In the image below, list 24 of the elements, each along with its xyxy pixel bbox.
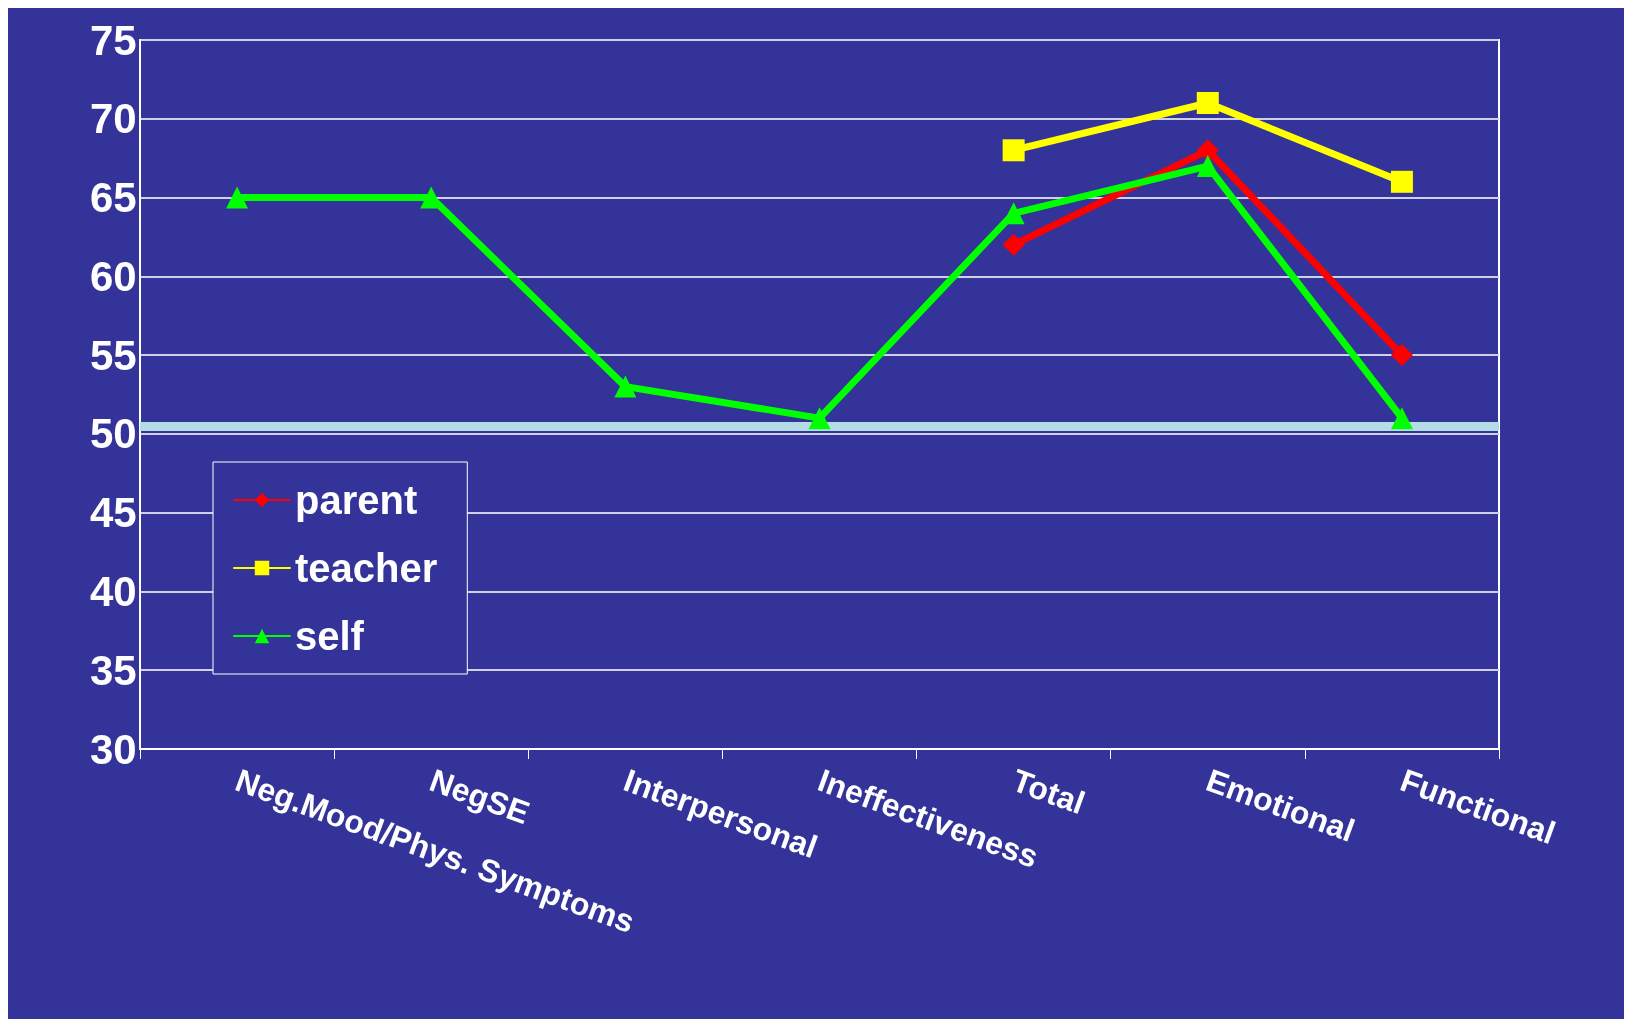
y-tick-label: 40 <box>90 567 137 615</box>
point <box>1002 233 1025 256</box>
legend-label: self <box>295 614 365 658</box>
point <box>808 407 831 430</box>
point <box>1390 344 1413 367</box>
legend-label: parent <box>295 478 418 522</box>
y-tick-label: 55 <box>90 331 137 379</box>
point <box>1390 407 1413 430</box>
point <box>226 186 249 209</box>
point <box>1196 155 1219 178</box>
y-tick-label: 65 <box>90 174 137 222</box>
point <box>1196 92 1219 115</box>
y-tick-label: 50 <box>90 410 137 458</box>
y-tick-label: 75 <box>90 16 137 64</box>
y-tick-label: 30 <box>90 725 137 773</box>
y-tick-label: 35 <box>90 646 137 694</box>
y-tick-label: 45 <box>90 489 137 537</box>
point <box>1390 170 1413 193</box>
point <box>1002 139 1025 162</box>
y-tick-label: 60 <box>90 252 137 300</box>
point <box>1196 139 1219 162</box>
legend-label: teacher <box>295 546 438 590</box>
y-tick-label: 70 <box>90 95 137 143</box>
point <box>614 375 637 398</box>
